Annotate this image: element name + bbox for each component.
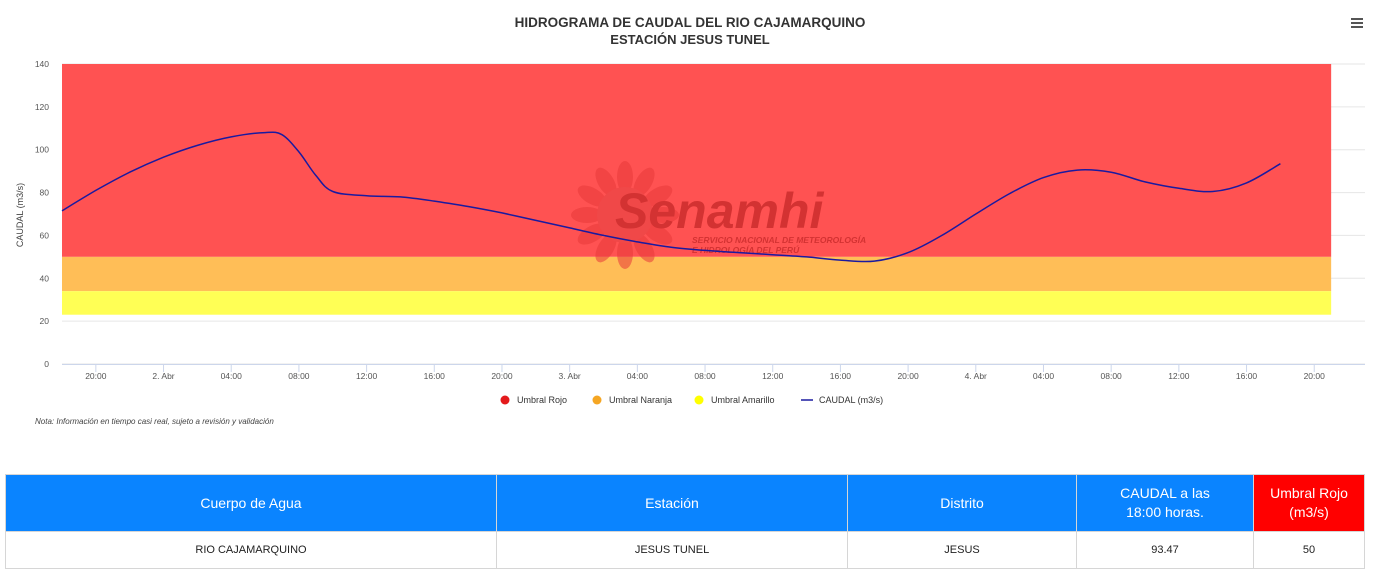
- y-tick-label: 40: [40, 273, 50, 283]
- x-tick-label: 04:00: [1033, 371, 1055, 381]
- x-tick-label: 4. Abr: [965, 371, 987, 381]
- cell-caudal: 93.47: [1076, 531, 1254, 569]
- x-tick-label: 20:00: [85, 371, 107, 381]
- x-tick-label: 20:00: [897, 371, 919, 381]
- y-tick-label: 120: [35, 102, 49, 112]
- header-caudal-label: CAUDAL a las 18:00 horas.: [1120, 485, 1210, 520]
- x-tick-label: 3. Abr: [559, 371, 581, 381]
- header-umbral-rojo: Umbral Rojo (m3/s): [1253, 474, 1365, 532]
- chart-svg: HIDROGRAMA DE CAUDAL DEL RIO CAJAMARQUIN…: [15, 15, 1365, 405]
- x-tick-label: 16:00: [1236, 371, 1258, 381]
- summary-table: Cuerpo de Agua Estación Distrito CAUDAL …: [5, 474, 1365, 569]
- x-tick-label: 20:00: [491, 371, 513, 381]
- table-row: RIO CAJAMARQUINO JESUS TUNEL JESUS 93.47…: [5, 531, 1365, 569]
- cell-cuerpo-de-agua: RIO CAJAMARQUINO: [5, 531, 497, 569]
- x-tick-label: 08:00: [694, 371, 716, 381]
- legend-item: Umbral Amarillo: [711, 395, 775, 405]
- note-text: Nota: Información en tiempo casi real, s…: [35, 417, 274, 426]
- header-caudal: CAUDAL a las 18:00 horas.: [1076, 474, 1254, 532]
- cell-estacion: JESUS TUNEL: [496, 531, 848, 569]
- hydrograph-chart: HIDROGRAMA DE CAUDAL DEL RIO CAJAMARQUIN…: [15, 15, 1366, 405]
- cell-umbral-rojo: 50: [1253, 531, 1365, 569]
- chart-subtitle: ESTACIÓN JESUS TUNEL: [610, 32, 769, 47]
- y-tick-label: 100: [35, 145, 49, 155]
- x-tick-label: 08:00: [288, 371, 310, 381]
- y-tick-label: 0: [44, 359, 49, 369]
- chart-title: HIDROGRAMA DE CAUDAL DEL RIO CAJAMARQUIN…: [515, 15, 866, 30]
- svg-text:Senamhi: Senamhi: [615, 183, 825, 239]
- legend-item: Umbral Naranja: [609, 395, 672, 405]
- header-distrito: Distrito: [847, 474, 1077, 532]
- header-estacion: Estación: [496, 474, 848, 532]
- legend-symbol: [694, 395, 704, 405]
- y-axis-label: CAUDAL (m3/s): [15, 183, 25, 247]
- threshold-band: [62, 64, 1332, 257]
- x-tick-label: 12:00: [1168, 371, 1190, 381]
- header-cuerpo-de-agua: Cuerpo de Agua: [5, 474, 497, 532]
- legend-item: Umbral Rojo: [517, 395, 567, 405]
- y-tick-label: 80: [40, 188, 50, 198]
- svg-text:SERVICIO NACIONAL DE METEOROLO: SERVICIO NACIONAL DE METEOROLOGÍA: [692, 235, 866, 245]
- x-tick-label: 20:00: [1304, 371, 1326, 381]
- x-tick-label: 08:00: [1101, 371, 1123, 381]
- x-tick-label: 12:00: [356, 371, 378, 381]
- x-tick-label: 16:00: [830, 371, 852, 381]
- x-tick-label: 12:00: [762, 371, 784, 381]
- legend-item: CAUDAL (m3/s): [819, 395, 883, 405]
- x-tick-label: 04:00: [221, 371, 243, 381]
- hamburger-menu-icon[interactable]: [1348, 16, 1366, 32]
- x-tick-label: 16:00: [424, 371, 446, 381]
- y-tick-label: 20: [40, 316, 50, 326]
- y-tick-label: 140: [35, 59, 49, 69]
- legend-symbol: [592, 395, 602, 405]
- svg-text:E HIDROLOGÍA DEL PERÚ: E HIDROLOGÍA DEL PERÚ: [692, 244, 800, 255]
- legend-symbol: [500, 395, 510, 405]
- threshold-band: [62, 291, 1332, 315]
- x-tick-label: 04:00: [627, 371, 649, 381]
- y-tick-label: 60: [40, 230, 50, 240]
- table-header-row: Cuerpo de Agua Estación Distrito CAUDAL …: [5, 474, 1365, 532]
- cell-distrito: JESUS: [847, 531, 1077, 569]
- series-line-caudal: [61, 131, 1281, 263]
- threshold-band: [62, 256, 1332, 292]
- x-tick-label: 2. Abr: [152, 371, 174, 381]
